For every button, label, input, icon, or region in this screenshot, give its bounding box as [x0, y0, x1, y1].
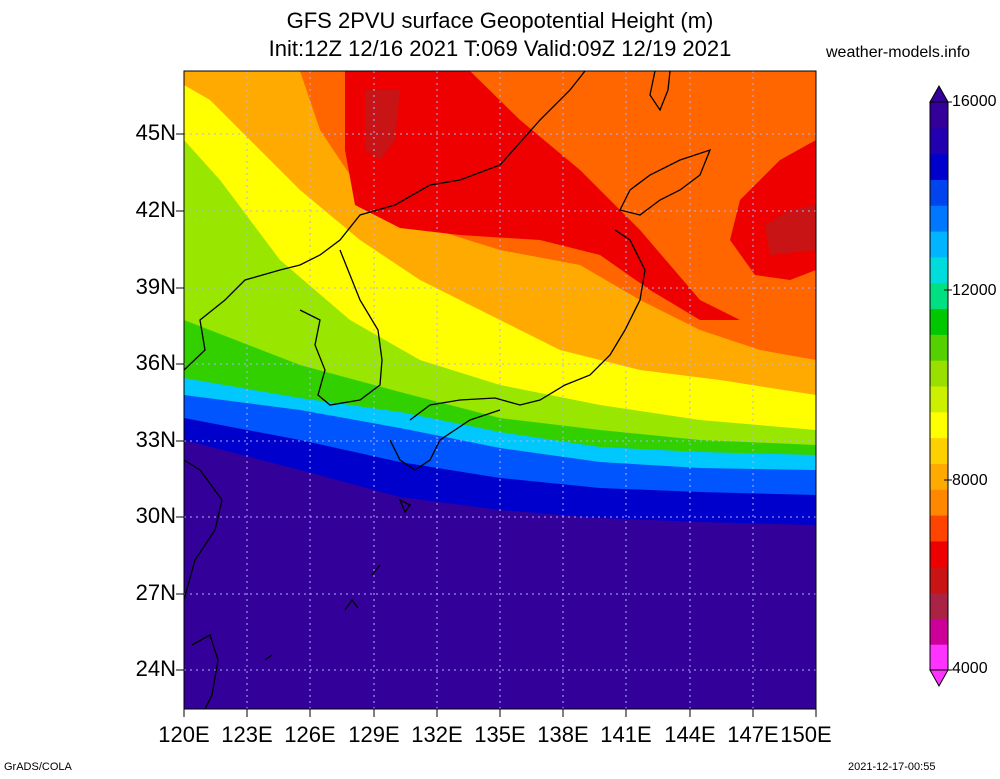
footer-credit: GrADS/COLA: [4, 761, 72, 773]
lat-label-45n: 45N: [135, 120, 176, 145]
coast-kyushu-islands: [398, 498, 411, 514]
colorbar-frame: [929, 101, 949, 671]
colorbar-segment: [930, 566, 948, 594]
colorbar-segment: [930, 231, 948, 258]
colorbar-segment: [930, 334, 948, 361]
colorbar-segment: [930, 489, 948, 516]
colorbar-max-arrow: [929, 84, 949, 103]
lat-label-30n: 30N: [135, 503, 176, 528]
site-label: weather-models.info: [826, 44, 971, 61]
lon-label-150e: 150E: [780, 722, 832, 747]
lon-label-144e: 144E: [664, 722, 716, 747]
colorbar-segment: [930, 386, 948, 413]
colorbar-segment: [930, 360, 948, 387]
colorbar-segment: [930, 205, 948, 232]
coast-ryukyu: [264, 564, 381, 661]
lon-label-135e: 135E: [474, 722, 526, 747]
colorbar-segment: [930, 179, 948, 206]
footer-timestamp: 2021-12-17-00:55: [848, 761, 936, 773]
colorbar-label-4000: 4000: [952, 660, 988, 677]
coast-japan-south: [389, 409, 501, 471]
lat-label-24n: 24N: [135, 656, 176, 681]
coast-japan-honshu: [409, 229, 646, 421]
coast-taiwan: [191, 634, 219, 709]
colorbar-segment: [930, 308, 948, 335]
coast-hokkaido: [619, 148, 712, 216]
lat-label-39n: 39N: [135, 274, 176, 299]
map-title: GFS 2PVU surface Geopotential Height (m): [286, 8, 714, 33]
lon-label-129e: 129E: [348, 722, 400, 747]
colorbar-segment: [930, 618, 948, 645]
colorbar-segment: [930, 540, 948, 568]
colorbar-label-12000: 12000: [952, 282, 997, 299]
colorbar-min-arrow: [929, 669, 949, 688]
colorbar-segment: [930, 644, 948, 671]
coast-korea: [299, 249, 383, 406]
colorbar-segment: [930, 515, 948, 542]
colorbar-segment: [930, 463, 948, 490]
colorbar-segment: [930, 437, 948, 464]
lon-label-138e: 138E: [537, 722, 589, 747]
axis-ticks: [176, 133, 817, 717]
colorbar-label-8000: 8000: [952, 472, 988, 489]
lat-label-33n: 33N: [135, 427, 176, 452]
coastlines: [184, 71, 712, 709]
lon-label-120e: 120E: [158, 722, 210, 747]
coast-sakhalin: [649, 71, 671, 112]
band-darkred-east: [765, 205, 816, 255]
colorbar-segment: [930, 153, 948, 180]
colorbar-segment: [930, 102, 948, 129]
colorbar: [929, 84, 952, 688]
lat-label-36n: 36N: [135, 350, 176, 375]
colorbar-segment: [930, 256, 948, 284]
lon-label-147e: 147E: [727, 722, 779, 747]
coast-china-south: [184, 459, 223, 601]
band-red: [345, 71, 740, 320]
lon-label-123e: 123E: [221, 722, 273, 747]
geopotential-field: [184, 71, 816, 709]
colorbar-segment: [930, 411, 948, 439]
coast-china-east: [184, 71, 586, 371]
lon-label-126e: 126E: [284, 722, 336, 747]
lon-label-141e: 141E: [600, 722, 652, 747]
colorbar-segment: [930, 282, 948, 310]
colorbar-segment: [930, 592, 948, 619]
lat-label-27n: 27N: [135, 580, 176, 605]
lon-label-132e: 132E: [411, 722, 463, 747]
colorbar-segment: [930, 127, 948, 155]
lat-label-42n: 42N: [135, 197, 176, 222]
colorbar-label-16000: 16000: [952, 93, 997, 110]
map-subtitle: Init:12Z 12/16 2021 T:069 Valid:09Z 12/1…: [268, 36, 732, 61]
